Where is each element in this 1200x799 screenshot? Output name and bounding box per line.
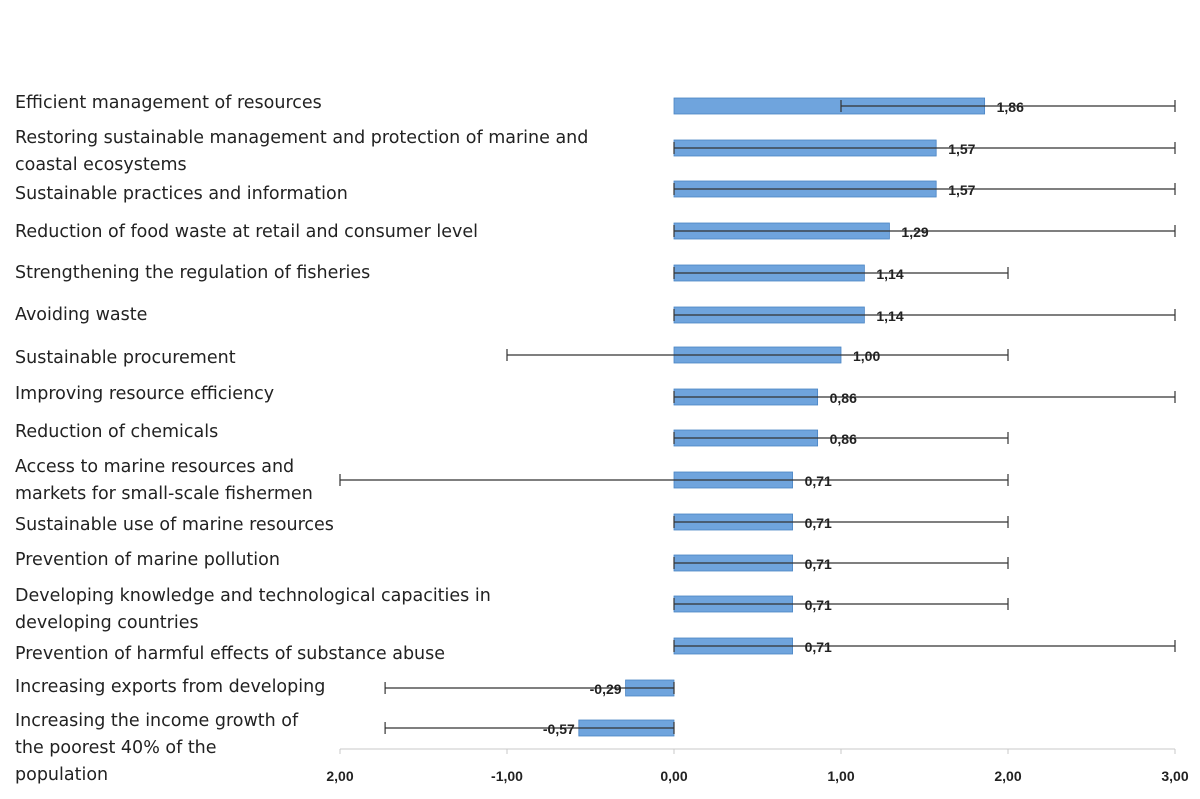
category-label: coastal ecosystems: [15, 155, 187, 175]
category-label: the poorest 40% of the: [15, 738, 217, 758]
category-label: Sustainable practices and information: [15, 184, 348, 204]
data-label: 0,71: [805, 515, 832, 531]
x-tick-label: 3,00: [1161, 768, 1188, 784]
category-label: Sustainable use of marine resources: [15, 515, 334, 535]
x-tick-label: -1,00: [491, 768, 523, 784]
data-label: 1,14: [876, 308, 903, 324]
category-label: markets for small-scale fishermen: [15, 484, 313, 504]
category-label: Restoring sustainable management and pro…: [15, 128, 588, 148]
data-label: -0,29: [590, 681, 622, 697]
data-label: 1,00: [853, 348, 880, 364]
x-tick-label: 1,00: [827, 768, 854, 784]
data-label: 0,71: [805, 639, 832, 655]
category-label: Increasing the income growth of: [15, 711, 299, 731]
data-label: 1,57: [948, 141, 975, 157]
category-label: population: [15, 765, 108, 785]
category-label: Sustainable procurement: [15, 348, 236, 368]
category-label: Developing knowledge and technological c…: [15, 586, 491, 606]
data-label: 0,71: [805, 556, 832, 572]
category-label: Improving resource efficiency: [15, 384, 274, 404]
category-label: Strengthening the regulation of fisherie…: [15, 263, 370, 283]
category-label: Reduction of food waste at retail and co…: [15, 222, 478, 242]
data-label: 1,29: [901, 224, 928, 240]
data-label: 0,86: [830, 390, 857, 406]
category-label: Access to marine resources and: [15, 457, 294, 477]
data-label: 0,71: [805, 473, 832, 489]
category-label: developing countries: [15, 613, 199, 633]
data-label: 0,71: [805, 597, 832, 613]
data-label: 1,86: [997, 99, 1024, 115]
x-tick-label: 2,00: [994, 768, 1021, 784]
x-tick-label: 0,00: [660, 768, 687, 784]
category-label: Reduction of chemicals: [15, 422, 218, 442]
data-label: 1,57: [948, 182, 975, 198]
category-label: Prevention of marine pollution: [15, 550, 280, 570]
data-label: -0,57: [543, 721, 575, 737]
category-label: Prevention of harmful effects of substan…: [15, 644, 445, 664]
category-label: Increasing exports from developing: [15, 677, 325, 697]
data-label: 0,86: [830, 431, 857, 447]
data-label: 1,14: [876, 266, 903, 282]
category-label: Avoiding waste: [15, 305, 147, 325]
category-label: Efficient management of resources: [15, 93, 322, 113]
x-tick-label: 2,00: [326, 768, 353, 784]
